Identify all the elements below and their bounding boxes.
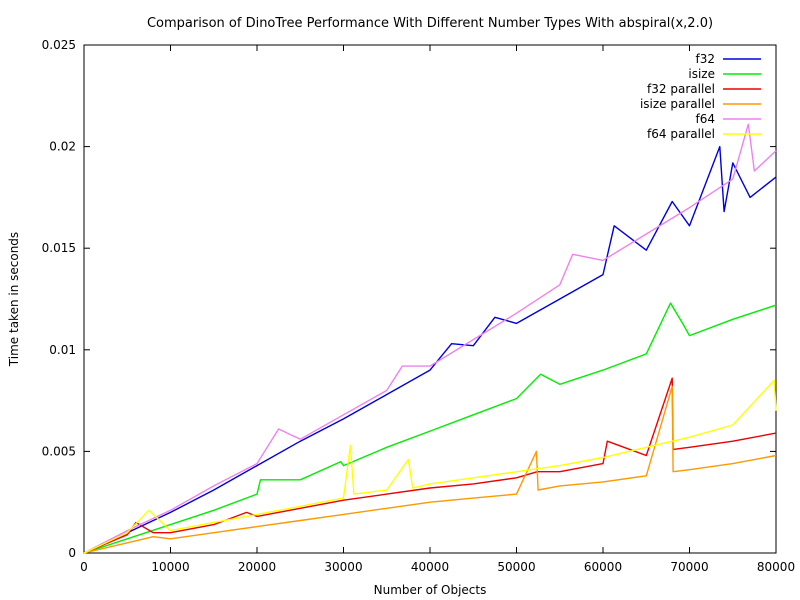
x-axis: 0 10000 20000 30000 40000 50000 60000 70000 8000… — [80, 45, 795, 574]
y-tick-label: 0.025 — [42, 38, 76, 52]
series-line-f64-parallel — [83, 379, 777, 554]
series-line-f64 — [83, 123, 777, 554]
y-tick-label: 0 — [68, 546, 76, 560]
x-tick-label: 0 — [80, 560, 88, 574]
x-tick-label: 50000 — [497, 560, 535, 574]
legend-label: f64 parallel — [647, 127, 715, 141]
series-group — [83, 123, 777, 554]
x-tick-label: 10000 — [151, 560, 189, 574]
x-tick-label: 80000 — [757, 560, 795, 574]
legend-label: f64 — [696, 112, 716, 126]
y-tick-label: 0.005 — [42, 444, 76, 458]
y-tick-label: 0.02 — [49, 140, 76, 154]
y-tick-label: 0.015 — [42, 241, 76, 255]
legend-label: f32 — [696, 52, 716, 66]
chart-title: Comparison of DinoTree Performance With … — [147, 16, 713, 31]
plot-area — [83, 44, 777, 554]
y-tick-label: 0.01 — [49, 343, 76, 357]
x-tick-label: 40000 — [411, 560, 449, 574]
x-tick-label: 20000 — [238, 560, 276, 574]
x-tick-label: 60000 — [584, 560, 622, 574]
series-line-isize-parallel — [83, 385, 777, 554]
y-axis: 0 0.005 0.01 0.015 0.02 0.025 — [42, 38, 776, 560]
legend-label: f32 parallel — [647, 82, 715, 96]
x-axis-label: Number of Objects — [374, 583, 487, 597]
legend-label: isize — [688, 67, 715, 81]
x-tick-label: 30000 — [324, 560, 362, 574]
y-axis-label: Time taken in seconds — [7, 232, 21, 367]
series-line-f32 — [83, 145, 777, 554]
x-tick-label: 70000 — [670, 560, 708, 574]
plot-frame — [83, 44, 777, 554]
series-line-isize — [83, 302, 777, 554]
legend-label: isize parallel — [640, 97, 715, 111]
